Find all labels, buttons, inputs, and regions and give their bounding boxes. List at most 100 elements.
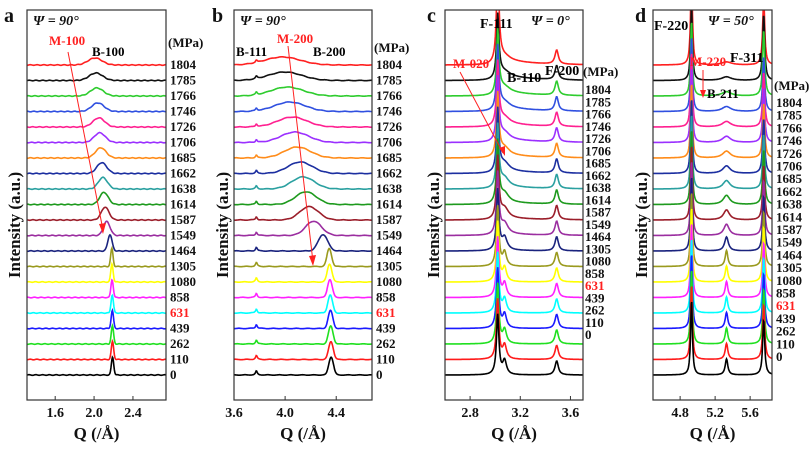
- stress-label-110: 110: [376, 352, 395, 367]
- x-tick-label: 4.8: [671, 406, 689, 421]
- plot-frame: [444, 9, 584, 401]
- series-line-1614: [27, 191, 166, 206]
- stress-label-1305: 1305: [585, 241, 612, 256]
- series-line-858: [445, 236, 583, 299]
- series-line-1785: [234, 71, 372, 82]
- stress-label-1785: 1785: [376, 73, 403, 88]
- series-line-1746: [234, 101, 372, 113]
- y-axis-label: Intensity (a.u.): [5, 172, 24, 278]
- stress-label-1614: 1614: [170, 197, 197, 212]
- series-line-1587: [653, 146, 772, 221]
- series-line-0: [27, 355, 166, 377]
- stress-label-1685: 1685: [585, 156, 612, 171]
- stress-label-1662: 1662: [776, 184, 802, 199]
- stress-label-1706: 1706: [376, 135, 403, 150]
- stress-label-858: 858: [585, 266, 605, 281]
- series-line-1662: [445, 106, 583, 175]
- psi-label: Ψ = 90°: [240, 14, 286, 29]
- x-tick-label: 3.2: [512, 406, 530, 421]
- series-line-439: [445, 267, 583, 330]
- series-line-110: [445, 298, 583, 361]
- stress-label-1549: 1549: [376, 228, 403, 243]
- stress-label-0: 0: [776, 349, 783, 364]
- series-line-262: [653, 270, 772, 345]
- series-line-631: [445, 251, 583, 314]
- stress-label-1685: 1685: [376, 150, 403, 165]
- series-line-262: [445, 282, 583, 345]
- stress-label-1766: 1766: [585, 107, 612, 122]
- x-axis-label: Q (/Å): [280, 424, 326, 443]
- stress-label-1080: 1080: [376, 274, 402, 289]
- unit-label: (MPa): [374, 40, 409, 55]
- series-line-631: [653, 239, 772, 314]
- series-line-1549: [653, 162, 772, 237]
- panel-b: 3.6 4.0 4.4Q (/Å) Intensity (a.u.) b Ψ = 90° (…: [212, 5, 409, 443]
- panel-letter: b: [212, 5, 223, 27]
- stress-label-1587: 1587: [585, 205, 612, 220]
- unit-label: (MPa): [168, 35, 203, 50]
- y-axis-label: Intensity (a.u.): [424, 172, 443, 278]
- series-line-1464: [234, 233, 372, 252]
- series-line-110: [27, 338, 166, 361]
- stress-label-1662: 1662: [585, 168, 611, 183]
- x-axis-label: Q (/Å): [74, 424, 120, 443]
- stress-label-262: 262: [585, 303, 605, 318]
- stress-label-1549: 1549: [776, 235, 803, 250]
- stress-label-858: 858: [776, 286, 796, 301]
- x-tick-label: 2.8: [461, 406, 479, 421]
- series-line-1305: [234, 247, 372, 268]
- stress-label-1464: 1464: [170, 243, 197, 258]
- series-line-1587: [27, 206, 166, 222]
- stress-label-1706: 1706: [170, 135, 197, 150]
- series-line-1766: [653, 22, 772, 97]
- series-line-1662: [234, 161, 372, 175]
- series-line-1662: [653, 100, 772, 175]
- series-line-439: [653, 255, 772, 330]
- stress-label-1305: 1305: [376, 259, 403, 274]
- series-line-1685: [653, 84, 772, 159]
- series-line-1785: [27, 71, 166, 82]
- arrow-head-m-220: [700, 90, 706, 98]
- series-line-262: [234, 324, 372, 345]
- series-line-1614: [234, 191, 372, 206]
- stress-label-1464: 1464: [585, 229, 612, 244]
- series-line-1726: [27, 117, 166, 129]
- x-tick-label: 5.6: [741, 406, 759, 421]
- plot-frame: [26, 9, 167, 401]
- panel-letter: d: [635, 5, 646, 27]
- stress-label-1305: 1305: [170, 259, 197, 274]
- series-line-1614: [445, 138, 583, 206]
- annotation-b-111: B-111: [236, 44, 267, 59]
- stress-label-1706: 1706: [585, 143, 612, 158]
- series-line-1804: [27, 57, 166, 67]
- arrow-head-m-200: [309, 255, 316, 266]
- stress-label-631: 631: [776, 298, 796, 313]
- stress-label-1726: 1726: [776, 146, 803, 161]
- annotation-b-200: B-200: [313, 44, 346, 59]
- stress-label-1080: 1080: [585, 254, 611, 269]
- series-line-1587: [234, 205, 372, 221]
- stress-label-1587: 1587: [776, 222, 803, 237]
- series-line-0: [653, 301, 772, 376]
- series-line-1305: [653, 193, 772, 268]
- annotation-m-020: M-020: [453, 56, 489, 71]
- stress-label-1638: 1638: [170, 181, 197, 196]
- stress-label-110: 110: [170, 352, 189, 367]
- series-line-262: [27, 323, 166, 346]
- stress-label-1785: 1785: [585, 94, 612, 109]
- annotation-b-110: B-110: [507, 71, 541, 86]
- stress-label-1726: 1726: [376, 119, 403, 134]
- stress-label-1685: 1685: [170, 150, 197, 165]
- stress-label-1766: 1766: [376, 88, 403, 103]
- series-line-1706: [653, 69, 772, 144]
- annotation-f-311: F-311: [730, 51, 763, 66]
- traces: [27, 57, 166, 377]
- series-line-1464: [653, 177, 772, 252]
- x-tick-label: 2.0: [85, 406, 103, 421]
- x-axis-label: Q (/Å): [491, 424, 537, 443]
- x-tick-label: 3.6: [562, 406, 580, 421]
- panel-letter: a: [4, 5, 14, 27]
- series-line-858: [653, 224, 772, 299]
- stress-label-0: 0: [170, 367, 177, 382]
- unit-label: (MPa): [774, 78, 809, 93]
